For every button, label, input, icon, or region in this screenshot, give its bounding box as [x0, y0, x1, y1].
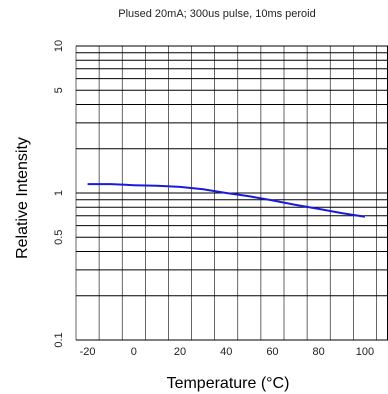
grid: [75, 45, 388, 341]
x-tick-label: 60: [266, 346, 278, 358]
x-tick-label: 100: [356, 346, 374, 358]
x-tick-label: 40: [220, 346, 232, 358]
y-axis-label: Relative Intensity: [14, 137, 31, 259]
x-tick-label: 80: [313, 346, 325, 358]
chart-subtitle: Plused 20mA; 300us pulse, 10ms peroid: [118, 8, 316, 20]
y-tick-label: 5: [53, 87, 65, 93]
y-tick-label: 10: [53, 40, 65, 52]
y-tick-label: 0.1: [53, 332, 65, 347]
y-tick-label: 1: [53, 190, 65, 196]
series-lines: [87, 183, 366, 218]
x-axis-label: Temperature (°C): [167, 375, 290, 392]
x-tick-label: 20: [174, 346, 186, 358]
x-tick-label: 0: [131, 346, 137, 358]
series-line: [87, 183, 366, 218]
tick-labels: -20 0 20 40 60 80 100 0.1 0.5 1 5 10: [53, 40, 374, 358]
y-tick-label: 0.5: [53, 230, 65, 245]
x-tick-label: -20: [80, 346, 96, 358]
